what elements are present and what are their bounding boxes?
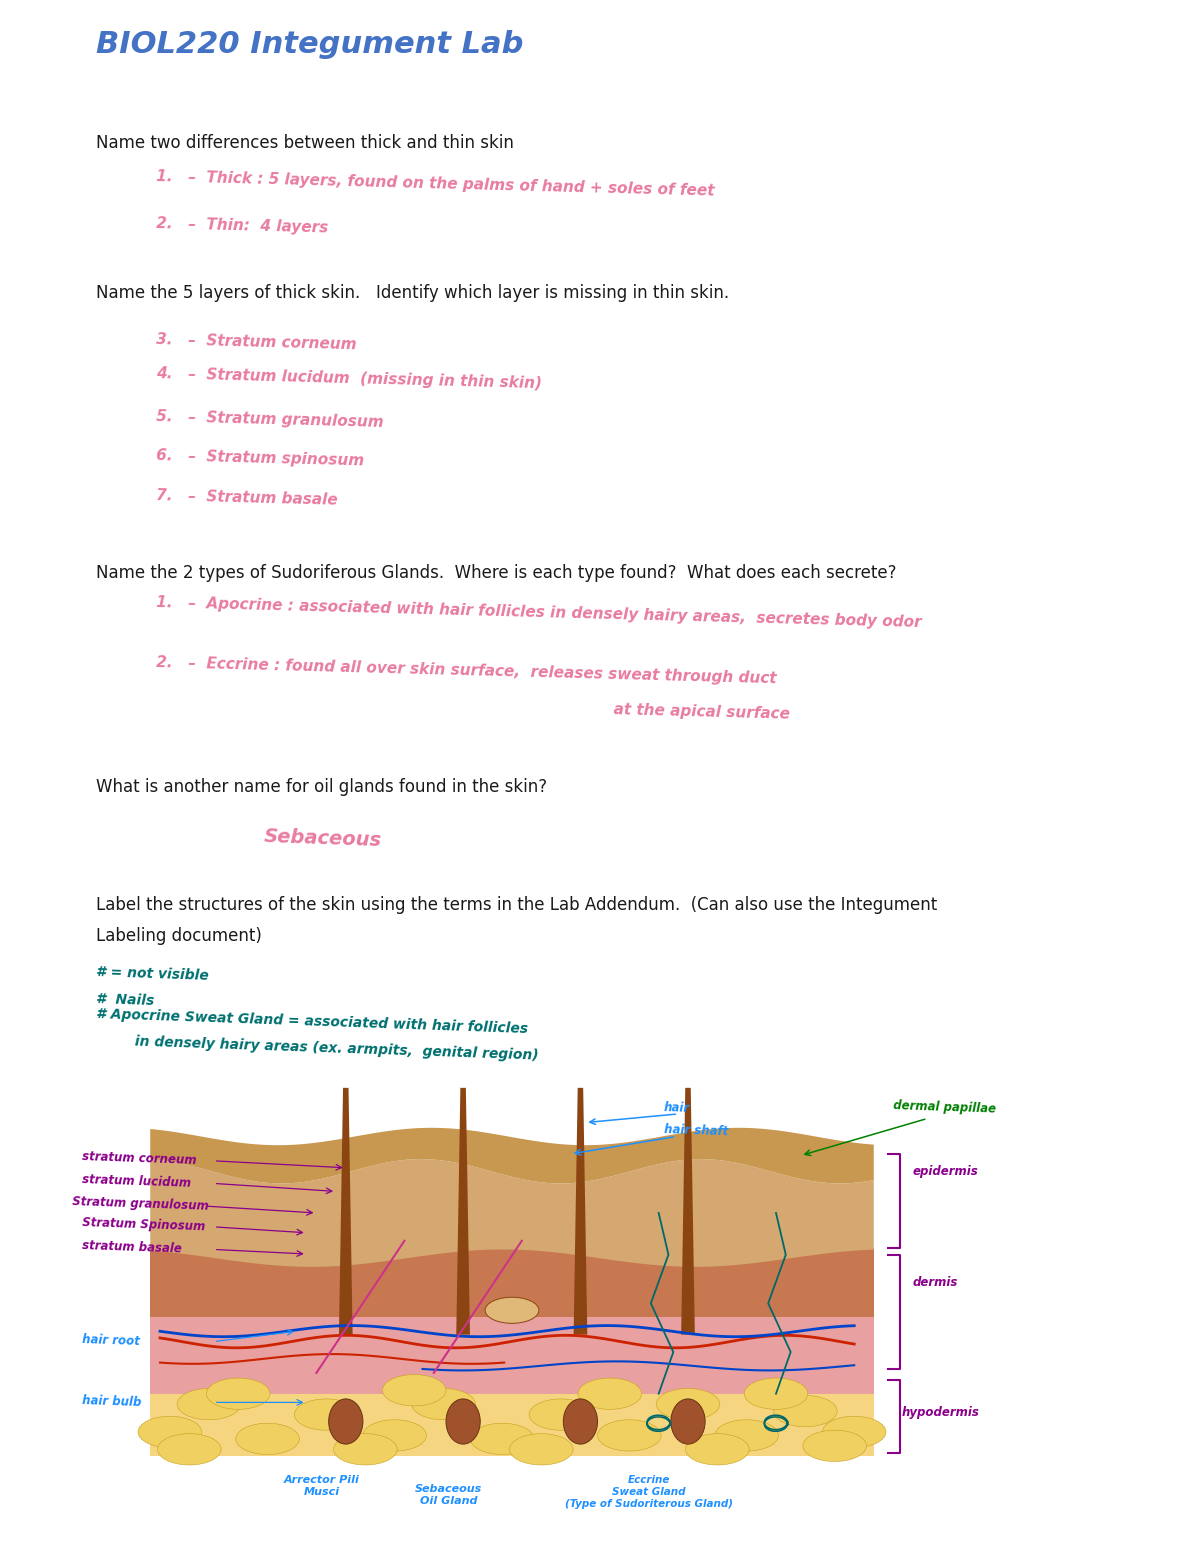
Ellipse shape	[774, 1396, 838, 1427]
Ellipse shape	[206, 1378, 270, 1410]
Ellipse shape	[510, 1433, 574, 1464]
Polygon shape	[150, 1379, 874, 1457]
Polygon shape	[150, 1127, 874, 1183]
Polygon shape	[574, 1087, 587, 1334]
Ellipse shape	[578, 1378, 642, 1410]
Text: #  Nails: # Nails	[96, 992, 155, 1008]
Ellipse shape	[157, 1433, 221, 1464]
Text: hair shaft: hair shaft	[664, 1123, 728, 1138]
Text: 1.   –  Thick : 5 layers, found on the palms of hand + soles of feet: 1. – Thick : 5 layers, found on the palm…	[156, 169, 715, 199]
Text: What is another name for oil glands found in the skin?: What is another name for oil glands foun…	[96, 778, 547, 797]
Text: at the apical surface: at the apical surface	[456, 699, 790, 722]
Ellipse shape	[294, 1399, 358, 1430]
Text: hair bulb: hair bulb	[82, 1393, 142, 1409]
Ellipse shape	[412, 1388, 475, 1419]
Polygon shape	[150, 1159, 874, 1267]
Text: stratum basale: stratum basale	[82, 1239, 182, 1256]
Text: Labeling document): Labeling document)	[96, 927, 262, 946]
Text: Sebaceous
Oil Gland: Sebaceous Oil Gland	[415, 1485, 482, 1506]
Text: Sebaceous: Sebaceous	[264, 828, 383, 851]
Text: stratum corneum: stratum corneum	[82, 1151, 197, 1168]
Ellipse shape	[563, 1399, 598, 1444]
Text: Arrector Pili
Musci: Arrector Pili Musci	[283, 1475, 359, 1497]
Ellipse shape	[235, 1423, 299, 1455]
Text: Label the structures of the skin using the terms in the Lab Addendum.  (Can also: Label the structures of the skin using t…	[96, 896, 937, 915]
Ellipse shape	[362, 1419, 426, 1451]
Ellipse shape	[329, 1399, 362, 1444]
Polygon shape	[150, 1317, 874, 1393]
Ellipse shape	[138, 1416, 202, 1447]
Ellipse shape	[334, 1433, 397, 1464]
Ellipse shape	[178, 1388, 241, 1419]
Polygon shape	[150, 1247, 874, 1393]
Text: Stratum granulosum: Stratum granulosum	[72, 1194, 209, 1213]
Text: # Apocrine Sweat Gland = associated with hair follicles: # Apocrine Sweat Gland = associated with…	[96, 1006, 528, 1036]
Text: Stratum Spinosum: Stratum Spinosum	[82, 1216, 205, 1233]
Text: hypodermis: hypodermis	[901, 1407, 979, 1419]
Text: dermal papillae: dermal papillae	[893, 1098, 996, 1115]
Text: 2.   –  Thin:  4 layers: 2. – Thin: 4 layers	[156, 216, 329, 236]
Polygon shape	[338, 1087, 353, 1334]
Ellipse shape	[656, 1388, 720, 1419]
Text: 2.   –  Eccrine : found all over skin surface,  releases sweat through duct: 2. – Eccrine : found all over skin surfa…	[156, 655, 776, 686]
Text: dermis: dermis	[913, 1277, 959, 1289]
Polygon shape	[682, 1087, 695, 1334]
Text: Name the 5 layers of thick skin.   Identify which layer is missing in thin skin.: Name the 5 layers of thick skin. Identif…	[96, 284, 730, 303]
Text: # = not visible: # = not visible	[96, 964, 209, 983]
Ellipse shape	[383, 1374, 446, 1405]
Text: 4.   –  Stratum lucidum  (missing in thin skin): 4. – Stratum lucidum (missing in thin sk…	[156, 367, 542, 391]
Text: 5.   –  Stratum granulosum: 5. – Stratum granulosum	[156, 408, 384, 430]
Ellipse shape	[822, 1416, 886, 1447]
Ellipse shape	[485, 1297, 539, 1323]
Text: in densely hairy areas (ex. armpits,  genital region): in densely hairy areas (ex. armpits, gen…	[120, 1034, 539, 1062]
Text: 7.   –  Stratum basale: 7. – Stratum basale	[156, 488, 338, 508]
Ellipse shape	[529, 1399, 593, 1430]
Text: 6.   –  Stratum spinosum: 6. – Stratum spinosum	[156, 449, 365, 469]
Polygon shape	[456, 1087, 470, 1334]
Ellipse shape	[446, 1399, 480, 1444]
Ellipse shape	[671, 1399, 706, 1444]
Text: 1.   –  Apocrine : associated with hair follicles in densely hairy areas,  secre: 1. – Apocrine : associated with hair fol…	[156, 595, 922, 631]
Text: hair: hair	[664, 1101, 690, 1115]
Text: stratum lucidum: stratum lucidum	[82, 1173, 191, 1190]
Text: epidermis: epidermis	[913, 1165, 979, 1177]
Text: 3.   –  Stratum corneum: 3. – Stratum corneum	[156, 332, 356, 353]
Text: Name the 2 types of Sudoriferous Glands.  Where is each type found?  What does e: Name the 2 types of Sudoriferous Glands.…	[96, 564, 896, 582]
Ellipse shape	[744, 1378, 808, 1410]
Text: BIOL220 Integument Lab: BIOL220 Integument Lab	[96, 30, 523, 59]
Ellipse shape	[685, 1433, 749, 1464]
Text: hair root: hair root	[82, 1332, 140, 1348]
Text: Name two differences between thick and thin skin: Name two differences between thick and t…	[96, 134, 514, 152]
Ellipse shape	[715, 1419, 779, 1451]
Ellipse shape	[598, 1419, 661, 1451]
Ellipse shape	[470, 1423, 534, 1455]
Ellipse shape	[803, 1430, 866, 1461]
Text: Eccrine
Sweat Gland
(Type of Sudoriterous Gland): Eccrine Sweat Gland (Type of Sudoriterou…	[565, 1475, 733, 1508]
